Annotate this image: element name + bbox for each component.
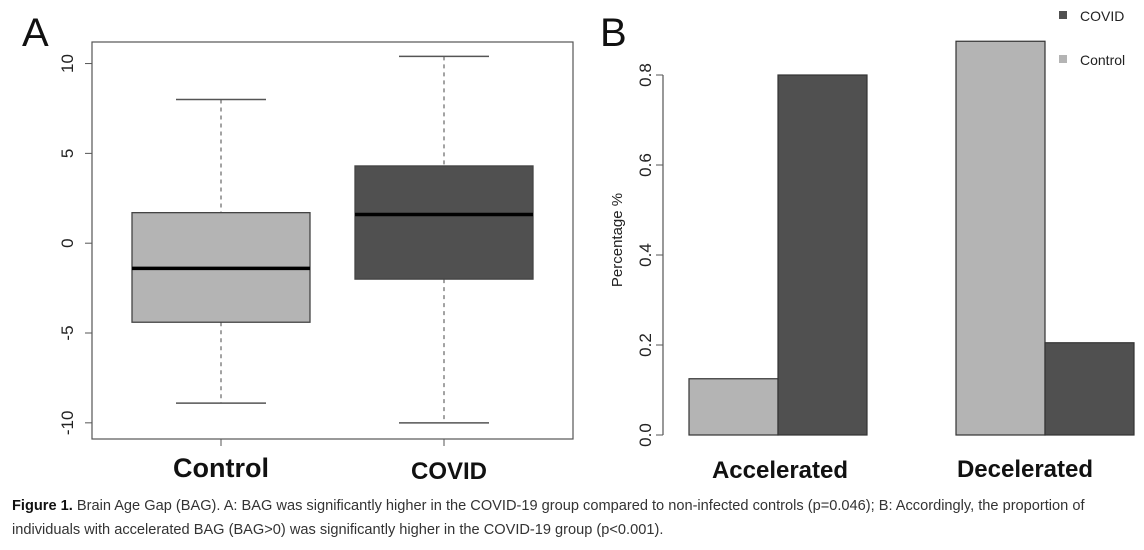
b-ytick-label: 0.8 [636,63,655,87]
bar-accelerated-control [688,378,779,436]
b-xlabel-accelerated: Accelerated [712,457,848,484]
caption-text: Brain Age Gap (BAG). A: BAG was signific… [12,498,1085,538]
caption-label: Figure 1. [12,498,73,514]
panel-a-x-labels: Control COVID [173,453,487,485]
bar-accelerated-covid [777,74,868,436]
a-xlabel-control: Control [173,453,269,483]
b-ytick-label: 0.0 [636,423,655,447]
a-ytick-label: -10 [58,411,77,436]
b-ytick-label: 0.2 [636,333,655,357]
panel-a-boxes [131,55,534,446]
bar-decelerated-control [955,40,1046,436]
panel-b-letter: B [600,11,627,55]
a-ytick-label: 10 [58,54,77,73]
box-control [131,98,311,446]
legend-label-covid: COVID [1080,8,1124,24]
panel-b-x-labels: Accelerated Decelerated [712,456,1093,484]
panel-a-boxplot: A -10 -5 0 5 10 Control COVID [22,11,574,485]
legend-label-control: Control [1080,52,1125,68]
panel-a-y-axis: -10 -5 0 5 10 [58,54,92,435]
b-ytick-label: 0.4 [636,243,655,267]
figure-caption: Figure 1. Brain Age Gap (BAG). A: BAG wa… [12,494,1137,542]
b-xlabel-decelerated: Decelerated [957,456,1093,483]
a-ytick-label: 0 [58,238,77,247]
panel-b-y-axis-label: Percentage % [609,193,626,287]
panel-b-y-axis: 0.0 0.2 0.4 0.6 0.8 [636,63,664,447]
legend-swatch-control [1059,55,1067,63]
panel-a-frame [91,41,574,440]
b-ytick-label: 0.6 [636,153,655,177]
bar-decelerated-covid [1044,342,1135,436]
a-ytick-label: -5 [58,325,77,340]
panel-a-letter: A [22,11,49,55]
panel-b-legend: COVID Control [1059,8,1125,68]
a-ytick-label: 5 [58,149,77,158]
a-xlabel-covid: COVID [411,458,487,485]
panel-b-bars [688,40,1135,436]
panel-b-barchart: B 0.0 0.2 0.4 0.6 0.8 Percentage % Accelerat… [600,8,1135,484]
box-covid [354,55,534,446]
legend-swatch-covid [1059,11,1067,19]
box-iqr [354,165,534,280]
